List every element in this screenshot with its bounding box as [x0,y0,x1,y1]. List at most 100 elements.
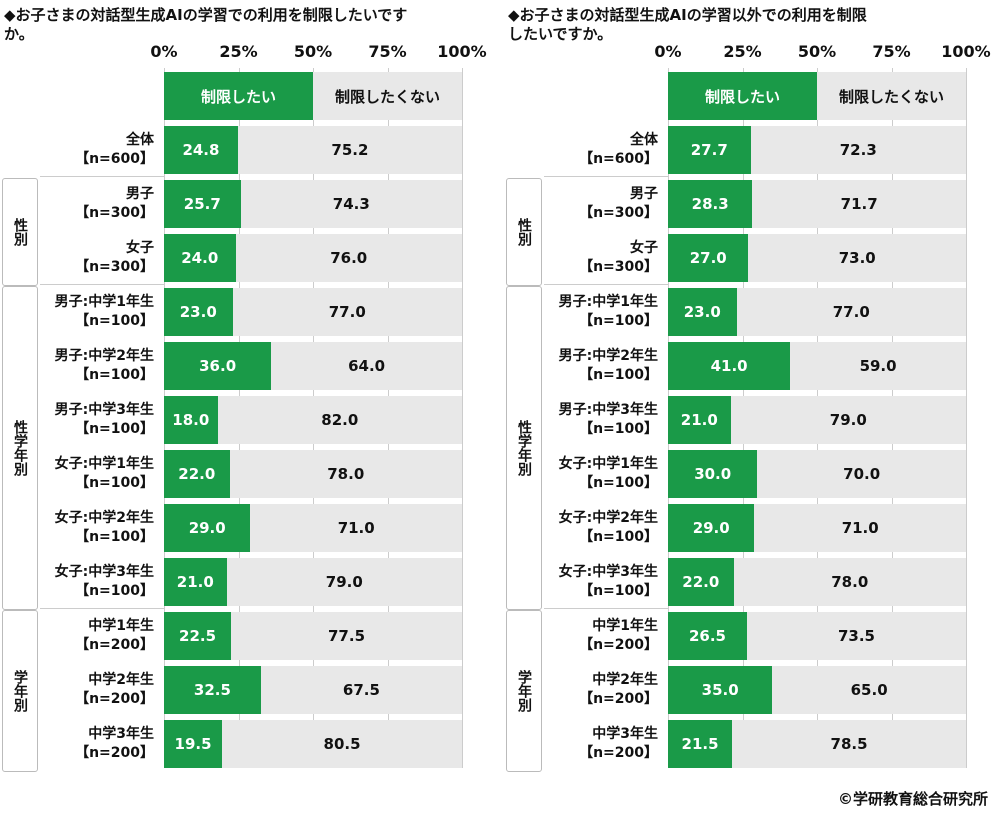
bar-segment-yes: 21.0 [164,558,227,606]
bar-segment-yes: 23.0 [668,288,737,336]
group-divider [544,608,668,609]
category-name: 全体 [630,132,658,148]
bar-segment-yes: 21.0 [668,396,731,444]
group-label: 性学年別 [12,420,28,476]
bar-segment-no: 77.0 [736,288,966,336]
bar-segment-yes: 41.0 [668,342,791,390]
bar-segment-yes: 27.0 [668,234,749,282]
sample-size: 【n=300】 [75,205,154,221]
sample-size: 【n=100】 [579,421,658,437]
category-name: 男子:中学3年生 [558,402,658,418]
bar-segment-yes: 36.0 [164,342,272,390]
bar-segment-no: 71.0 [250,504,462,552]
bar-segment-yes: 22.0 [668,558,734,606]
bar-segment-yes: 23.0 [164,288,233,336]
legend-yes: 制限したい [668,72,817,120]
sample-size: 【n=200】 [579,745,658,761]
bar-segment-yes: 25.7 [164,180,241,228]
group-label: 性別 [12,218,28,246]
group-label-box: 性別 [506,178,542,286]
category-label: 男子【n=300】 [4,185,154,223]
category-name: 男子 [630,186,658,202]
chart-title: ◆お子さまの対話型生成AIの学習での利用を制限したいですか。 [4,6,408,43]
category-label: 男子:中学2年生 【n=100】 [4,347,154,385]
category-name: 全体 [126,132,154,148]
category-label: 中学2年生 【n=200】 [508,671,658,709]
group-divider [40,284,164,285]
category-label: 中学1年生【n=200】 [508,617,658,655]
bar-segment-no: 79.0 [226,558,462,606]
sample-size: 【n=300】 [579,259,658,275]
category-name: 男子:中学1年生 [558,294,658,310]
bar-segment-no: 65.0 [772,666,966,714]
chart-title: ◆お子さまの対話型生成AIの学習以外での利用を制限 したいですか。 [508,6,867,43]
sample-size: 【n=200】 [75,745,154,761]
group-divider [544,176,668,177]
bar-segment-no: 73.0 [748,234,966,282]
group-label-box: 学年別 [2,610,38,772]
bar-segment-no: 78.0 [733,558,966,606]
bar-segment-no: 82.0 [217,396,462,444]
category-name: 中学1年生 [592,618,658,634]
tick-label: 100% [437,42,487,61]
group-divider [40,176,164,177]
bar-segment-yes: 26.5 [668,612,747,660]
tick-label: 75% [872,42,911,61]
category-label: 女子 【n=300】 [508,239,658,277]
category-label: 女子:中学3年生 【n=100】 [508,563,658,601]
category-label: 男子:中学3年生 【n=100】 [4,401,154,439]
bar-segment-no: 71.7 [752,180,966,228]
category-name: 女子:中学2年生 [558,510,658,526]
bar-segment-no: 74.3 [240,180,462,228]
legend-no: 制限したくない [817,72,966,120]
bar-segment-no: 67.5 [260,666,462,714]
bar-segment-no: 73.5 [746,612,966,660]
bar-segment-yes: 24.8 [164,126,238,174]
sample-size: 【n=100】 [75,583,154,599]
category-name: 男子:中学1年生 [54,294,154,310]
category-label: 女子 【n=300】 [4,239,154,277]
category-label: 男子 【n=300】 [508,185,658,223]
bar-segment-yes: 28.3 [668,180,753,228]
category-name: 男子:中学2年生 [558,348,658,364]
category-name: 中学2年生 [88,672,154,688]
tick-label: 25% [723,42,762,61]
bar-segment-no: 80.5 [222,720,462,768]
tick-label: 0% [654,42,682,61]
category-name: 男子 [126,186,154,202]
sample-size: 【n=100】 [579,367,658,383]
sample-size: 【n=100】 [75,529,154,545]
bar-segment-no: 70.0 [757,450,966,498]
category-name: 中学1年生 [88,618,154,634]
sample-size: 【n=200】 [579,691,658,707]
tick-label: 50% [293,42,333,61]
group-label-box: 性学年別 [506,286,542,610]
category-label: 女子:中学1年生 【n=100】 [508,455,658,493]
group-divider [544,284,668,285]
tick-label: 25% [219,42,258,61]
bar-segment-yes: 21.5 [668,720,733,768]
sample-size: 【n=100】 [579,475,658,491]
bar-segment-no: 77.0 [232,288,462,336]
bar-segment-yes: 24.0 [164,234,236,282]
sample-size: 【n=600】 [579,151,658,167]
gridline [462,68,463,768]
category-label: 男子:中学1年生 【n=100】 [508,293,658,331]
bar-segment-yes: 32.5 [164,666,261,714]
category-name: 女子:中学1年生 [54,456,154,472]
sample-size: 【n=200】 [579,637,658,653]
sample-size: 【n=100】 [75,475,154,491]
tick-label: 100% [941,42,991,61]
bar-segment-yes: 27.7 [668,126,751,174]
group-label-box: 学年別 [506,610,542,772]
group-label: 性学年別 [516,420,532,476]
group-label: 学年別 [516,670,532,712]
bar-segment-no: 77.5 [231,612,462,660]
category-label: 男子:中学2年生【n=100】 [508,347,658,385]
tick-label: 75% [368,42,407,61]
bar-segment-yes: 35.0 [668,666,773,714]
group-divider [40,608,164,609]
bar-segment-no: 75.2 [237,126,462,174]
category-label: 全体 【n=600】 [4,131,154,169]
bar-segment-no: 71.0 [754,504,966,552]
